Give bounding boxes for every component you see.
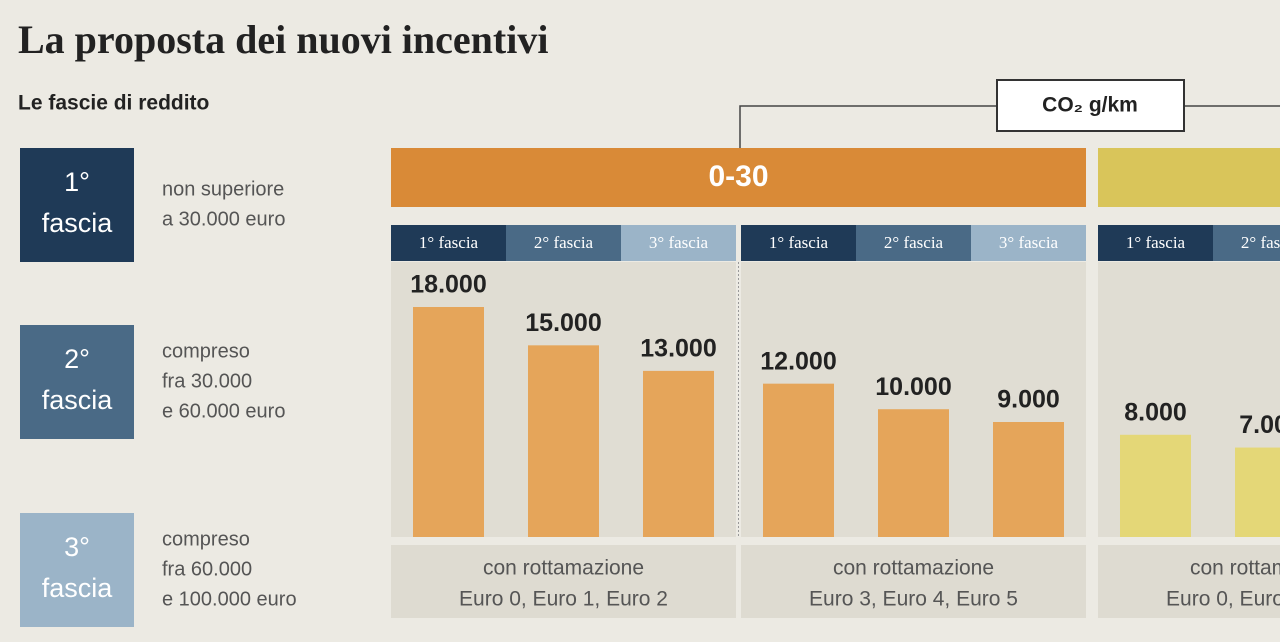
header-cell (391, 225, 506, 261)
header-label: 3° fascia (649, 233, 709, 252)
footer-text: con rottamazione (833, 557, 994, 580)
header-cell (506, 225, 621, 261)
bar (993, 422, 1064, 537)
header-cell (1213, 225, 1280, 261)
band-box (20, 325, 134, 439)
header-cell (741, 225, 856, 261)
header-cell (1098, 225, 1213, 261)
value-label: 9.000 (997, 386, 1060, 414)
band-description: compreso (162, 528, 250, 550)
header-cell (621, 225, 736, 261)
bar (763, 383, 834, 537)
footer-box (741, 545, 1086, 618)
band-box (20, 148, 134, 262)
range-label: 0-30 (708, 160, 768, 193)
bar (1120, 434, 1191, 537)
header-label: 2° fascia (1241, 233, 1280, 252)
band-name: fascia (42, 385, 114, 415)
band-description: fra 60.000 (162, 558, 252, 580)
co2-box (996, 79, 1185, 132)
bar (878, 409, 949, 537)
band-description: non superiore (162, 178, 284, 200)
band-number: 2° (64, 344, 90, 374)
range-band (1098, 148, 1280, 207)
header-label: 2° fascia (534, 233, 594, 252)
value-label: 18.000 (410, 271, 486, 299)
footer-box (391, 545, 736, 618)
band-name: fascia (42, 208, 114, 238)
header-label: 1° fascia (769, 233, 829, 252)
band-number: 3° (64, 532, 90, 562)
range-band (391, 148, 1086, 207)
band-description: a 30.000 euro (162, 208, 285, 230)
band-description: e 60.000 euro (162, 400, 285, 422)
header-label: 3° fascia (999, 233, 1059, 252)
band-box (20, 513, 134, 627)
value-label: 13.000 (640, 334, 716, 362)
footer-box (1098, 545, 1280, 618)
title: La proposta dei nuovi incentivi (18, 17, 548, 62)
subtitle: Le fascie di reddito (18, 92, 209, 115)
band-description: e 100.000 euro (162, 588, 297, 610)
footer-text: Euro 3, Euro 4, Euro 5 (809, 588, 1018, 611)
header-label: 1° fascia (1126, 233, 1186, 252)
header-cell (971, 225, 1086, 261)
value-label: 12.000 (760, 347, 836, 375)
value-label: 15.000 (525, 309, 601, 337)
header-cell (856, 225, 971, 261)
connector (739, 105, 997, 148)
footer-text: con rottamazione (483, 557, 644, 580)
bar (1235, 447, 1280, 537)
band-number: 1° (64, 167, 90, 197)
bar (413, 307, 484, 537)
bar (643, 370, 714, 537)
band-name: fascia (42, 573, 114, 603)
band-description: fra 30.000 (162, 370, 252, 392)
value-label: 8.000 (1124, 398, 1187, 426)
bar (528, 345, 599, 537)
footer-text: Euro 0, Euro 1, Euro 2 (1166, 588, 1280, 611)
header-label: 2° fascia (884, 233, 944, 252)
footer-text: Euro 0, Euro 1, Euro 2 (459, 588, 668, 611)
header-label: 1° fascia (419, 233, 479, 252)
footer-text: con rottamazione (1190, 557, 1280, 580)
value-label: 10.000 (875, 373, 951, 401)
co2-label: CO₂ g/km (1042, 94, 1138, 117)
value-label: 7.000 (1239, 411, 1280, 439)
band-description: compreso (162, 340, 250, 362)
